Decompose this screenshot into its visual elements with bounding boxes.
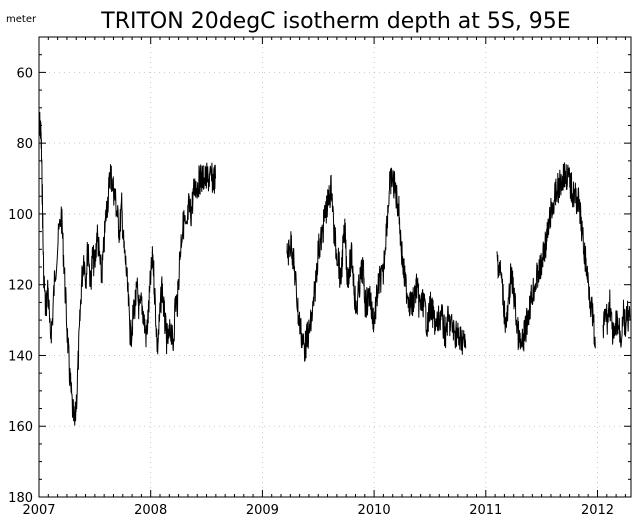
- data-series: [38, 111, 631, 426]
- y-tick-label: 120: [8, 279, 33, 294]
- y-axis-ticks: 60 80 100 120 140 160 180: [8, 54, 631, 506]
- series-segment-1: [38, 111, 216, 426]
- y-tick-label: 140: [8, 349, 33, 364]
- y-tick-label: 80: [16, 137, 33, 152]
- x-tick-label: 2009: [246, 503, 279, 518]
- x-tick-label: 2007: [22, 503, 55, 518]
- chart-title: TRITON 20degC isotherm depth at 5S, 95E: [100, 9, 570, 34]
- y-tick-label: 60: [16, 66, 33, 81]
- series-segment-3: [496, 162, 596, 352]
- y-axis-unit-label: meter: [6, 14, 37, 25]
- y-tick-label: 160: [8, 420, 33, 435]
- series-segment-2: [286, 167, 467, 362]
- x-tick-label: 2010: [358, 503, 391, 518]
- y-tick-label: 100: [8, 208, 33, 223]
- x-axis-ticks: 2007 2008 2009 2010 2011 2012: [22, 37, 626, 518]
- x-tick-label: 2011: [469, 503, 502, 518]
- y-tick-label: 180: [8, 491, 33, 506]
- series-segment-4: [602, 289, 631, 348]
- x-tick-label: 2012: [581, 503, 614, 518]
- x-tick-label: 2008: [134, 503, 167, 518]
